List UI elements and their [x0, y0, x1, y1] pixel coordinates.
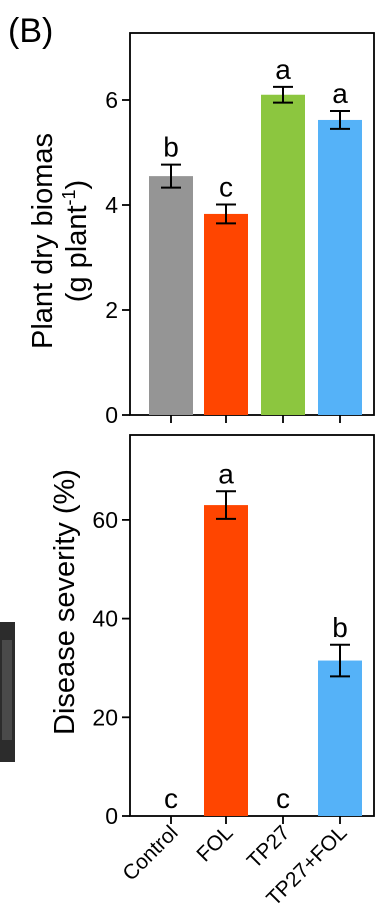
disease-bars: c a c b	[164, 458, 362, 816]
biomass-y-tick-label: 4	[105, 192, 118, 218]
biomass-x-ticks	[170, 415, 341, 423]
biomass-y-label-line1: Plant dry biomas	[27, 133, 59, 349]
biomass-y-tick-label: 2	[105, 297, 118, 323]
disease-significance-label: c	[276, 783, 290, 814]
biomass-bars: b c a a	[149, 54, 362, 415]
disease-y-label: Disease severity (%)	[49, 469, 81, 735]
biomass-chart: 0 2 4 6 b c a a Plant dry biomas (g plant-1)	[27, 32, 375, 428]
category-label-tp27: TP27	[243, 821, 295, 873]
biomass-bar-control	[149, 176, 193, 415]
biomass-y-tick-label: 0	[105, 402, 118, 428]
photo-thumbnail-highlight	[2, 640, 12, 740]
panel-label: (B)	[8, 12, 53, 50]
biomass-y-unit-close: )	[61, 180, 93, 190]
biomass-y-ticks: 0 2 4 6	[105, 87, 130, 428]
biomass-y-unit: (g plant	[61, 205, 93, 302]
disease-y-tick-label: 40	[92, 606, 118, 632]
biomass-y-unit-exponent: -1	[59, 189, 79, 205]
biomass-y-tick-label: 6	[105, 87, 118, 113]
biomass-bar-fol	[204, 213, 248, 415]
disease-chart: 0 20 40 60 c a c b Disease severity (%)	[49, 434, 375, 829]
biomass-significance-label: a	[332, 78, 348, 109]
disease-significance-label: b	[332, 612, 348, 643]
biomass-significance-label: a	[275, 54, 291, 85]
biomass-bar-tp27-fol	[318, 119, 362, 415]
category-label-control: Control	[118, 821, 182, 885]
disease-y-tick-label: 0	[105, 803, 118, 829]
biomass-bar-tp27	[261, 94, 305, 415]
disease-y-tick-label: 20	[92, 704, 118, 730]
disease-significance-label: a	[218, 458, 234, 489]
biomass-plot-frame	[129, 32, 375, 416]
disease-bar-tp27-fol	[318, 660, 362, 816]
disease-significance-label: c	[164, 783, 178, 814]
disease-plot-frame	[129, 434, 375, 817]
disease-bar-fol	[204, 505, 248, 816]
category-label-fol: FOL	[192, 821, 237, 866]
disease-y-ticks: 0 20 40 60	[92, 507, 130, 829]
biomass-y-label-line2: (g plant-1)	[59, 180, 93, 302]
biomass-significance-label: c	[219, 171, 233, 202]
disease-x-ticks	[170, 816, 341, 824]
biomass-significance-label: b	[163, 132, 179, 163]
disease-y-tick-label: 60	[92, 507, 118, 533]
